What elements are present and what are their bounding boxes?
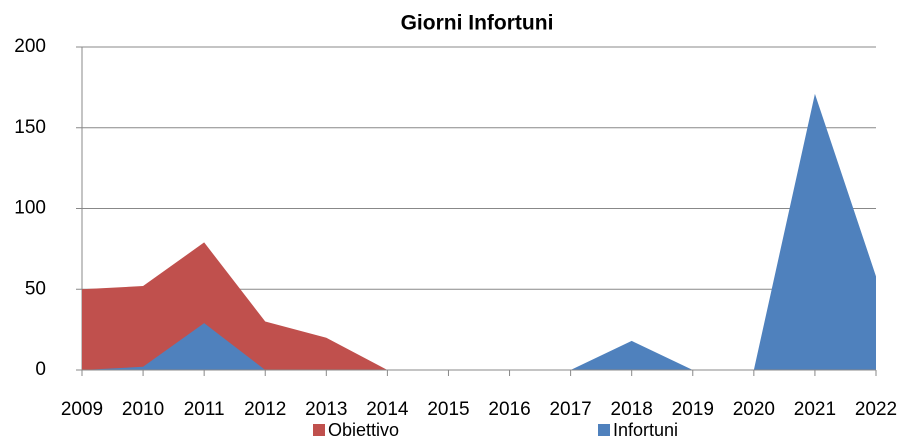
x-tick-label: 2015 bbox=[427, 399, 469, 420]
y-tick-label: 100 bbox=[14, 198, 46, 219]
x-tick-label: 2011 bbox=[184, 399, 225, 420]
x-tick-label: 2017 bbox=[549, 399, 591, 420]
x-tick-label: 2010 bbox=[122, 399, 164, 420]
y-tick-label: 150 bbox=[14, 117, 46, 138]
legend-swatch bbox=[313, 424, 325, 436]
x-tick-label: 2019 bbox=[672, 399, 714, 420]
y-tick-label: 0 bbox=[35, 359, 46, 380]
x-tick-label: 2020 bbox=[733, 399, 775, 420]
y-tick-label: 50 bbox=[25, 278, 46, 299]
x-tick-label: 2021 bbox=[794, 399, 836, 420]
chart-title: Giorni Infortuni bbox=[401, 12, 554, 35]
area bbox=[82, 242, 876, 370]
x-tick-label: 2018 bbox=[611, 399, 653, 420]
x-tick-label: 2009 bbox=[61, 399, 103, 420]
x-tick-label: 2013 bbox=[305, 399, 347, 420]
x-tick-label: 2016 bbox=[488, 399, 530, 420]
legend-swatch bbox=[598, 424, 610, 436]
x-tick-label: 2012 bbox=[244, 399, 286, 420]
x-tick-label: 2014 bbox=[366, 399, 409, 420]
x-tick-label: 2022 bbox=[855, 399, 897, 420]
legend-label: Infortuni bbox=[613, 420, 678, 440]
y-tick-label: 200 bbox=[14, 36, 46, 57]
area bbox=[82, 93, 876, 371]
legend-label: Obiettivo bbox=[328, 420, 399, 440]
